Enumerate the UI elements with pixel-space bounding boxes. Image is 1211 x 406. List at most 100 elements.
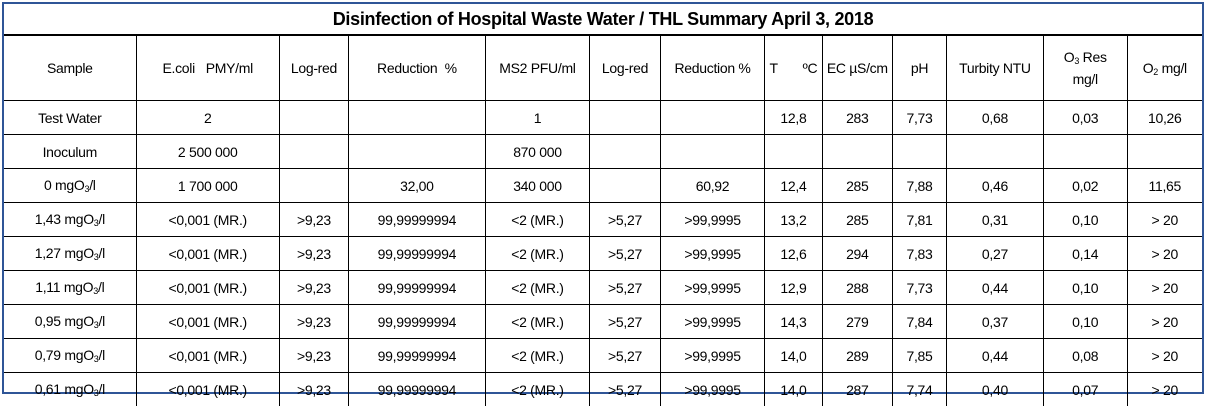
cell-ec: 287 [822, 373, 892, 406]
cell-sample: Inoculum [4, 135, 136, 169]
cell-reduction-ecoli [349, 101, 486, 135]
header-reduction-ms2: Reduction % [660, 36, 765, 101]
cell-ec: 283 [822, 101, 892, 135]
cell-ph: 7,73 [893, 271, 947, 305]
header-ph: pH [893, 36, 947, 101]
cell-o2: > 20 [1127, 305, 1202, 339]
cell-o2: > 20 [1127, 203, 1202, 237]
cell-ec: 285 [822, 203, 892, 237]
cell-reduction-ecoli: 99,99999994 [349, 237, 486, 271]
cell-temperature: 12,8 [765, 101, 822, 135]
cell-log-red-ms2: >5,27 [590, 373, 660, 406]
cell-log-red-ms2 [590, 169, 660, 203]
cell-log-red-ecoli [279, 169, 348, 203]
cell-ms2: <2 (MR.) [485, 339, 590, 373]
header-log-red-ecoli: Log-red [279, 36, 348, 101]
cell-log-red-ecoli [279, 135, 348, 169]
summary-table: Sample E.coli PMY/ml Log-red Reduction %… [4, 36, 1202, 406]
cell-temperature: 14,3 [765, 305, 822, 339]
cell-o3-res [1043, 135, 1127, 169]
cell-ecoli: <0,001 (MR.) [136, 305, 279, 339]
cell-reduction-ms2: >99,9995 [660, 237, 765, 271]
cell-reduction-ms2: >99,9995 [660, 305, 765, 339]
cell-log-red-ms2: >5,27 [590, 237, 660, 271]
cell-turbidity: 0,37 [946, 305, 1043, 339]
cell-reduction-ms2 [660, 135, 765, 169]
cell-ecoli: 2 500 000 [136, 135, 279, 169]
cell-log-red-ecoli [279, 101, 348, 135]
cell-ms2: <2 (MR.) [485, 373, 590, 406]
cell-o3-res: 0,10 [1043, 305, 1127, 339]
cell-reduction-ecoli: 99,99999994 [349, 271, 486, 305]
cell-ec [822, 135, 892, 169]
cell-log-red-ecoli: >9,23 [279, 305, 348, 339]
cell-o3-res: 0,08 [1043, 339, 1127, 373]
cell-o2: > 20 [1127, 271, 1202, 305]
header-reduction-ecoli: Reduction % [349, 36, 486, 101]
cell-ph: 7,88 [893, 169, 947, 203]
cell-turbidity: 0,68 [946, 101, 1043, 135]
cell-o2: 10,26 [1127, 101, 1202, 135]
cell-sample: 1,43 mgO3/l [4, 203, 136, 237]
cell-log-red-ms2 [590, 101, 660, 135]
cell-reduction-ecoli: 99,99999994 [349, 339, 486, 373]
cell-o3-res: 0,10 [1043, 203, 1127, 237]
cell-o2: 11,65 [1127, 169, 1202, 203]
cell-ec: 289 [822, 339, 892, 373]
cell-ms2: 340 000 [485, 169, 590, 203]
cell-temperature: 14,0 [765, 339, 822, 373]
cell-temperature [765, 135, 822, 169]
cell-turbidity: 0,44 [946, 339, 1043, 373]
cell-ms2: <2 (MR.) [485, 271, 590, 305]
cell-log-red-ecoli: >9,23 [279, 203, 348, 237]
cell-temperature: 13,2 [765, 203, 822, 237]
cell-turbidity: 0,31 [946, 203, 1043, 237]
cell-reduction-ecoli: 99,99999994 [349, 203, 486, 237]
cell-o3-res: 0,07 [1043, 373, 1127, 406]
header-ec: EC µS/cm [822, 36, 892, 101]
cell-ec: 294 [822, 237, 892, 271]
header-o3-res: O3 Res mg/l [1043, 36, 1127, 101]
cell-ph: 7,84 [893, 305, 947, 339]
cell-log-red-ecoli: >9,23 [279, 373, 348, 406]
header-o3-res-label: O3 Res [1064, 49, 1107, 65]
cell-ph: 7,74 [893, 373, 947, 406]
header-o2: O2 mg/l [1127, 36, 1202, 101]
cell-log-red-ecoli: >9,23 [279, 237, 348, 271]
cell-ecoli: <0,001 (MR.) [136, 237, 279, 271]
cell-reduction-ms2: 60,92 [660, 169, 765, 203]
cell-turbidity: 0,40 [946, 373, 1043, 406]
cell-ms2: 870 000 [485, 135, 590, 169]
cell-o2 [1127, 135, 1202, 169]
cell-turbidity: 0,46 [946, 169, 1043, 203]
cell-ph: 7,83 [893, 237, 947, 271]
cell-ms2: 1 [485, 101, 590, 135]
cell-ecoli: <0,001 (MR.) [136, 271, 279, 305]
cell-ec: 279 [822, 305, 892, 339]
cell-ph: 7,81 [893, 203, 947, 237]
cell-log-red-ms2: >5,27 [590, 339, 660, 373]
cell-ecoli: 2 [136, 101, 279, 135]
cell-ph: 7,73 [893, 101, 947, 135]
cell-temperature: 12,6 [765, 237, 822, 271]
cell-temperature: 12,4 [765, 169, 822, 203]
summary-sheet: Disinfection of Hospital Waste Water / T… [2, 2, 1204, 394]
cell-turbidity: 0,44 [946, 271, 1043, 305]
cell-temperature: 12,9 [765, 271, 822, 305]
cell-reduction-ms2 [660, 101, 765, 135]
cell-o3-res: 0,02 [1043, 169, 1127, 203]
cell-reduction-ms2: >99,9995 [660, 339, 765, 373]
cell-sample: 0,61 mgO3/l [4, 373, 136, 406]
cell-ms2: <2 (MR.) [485, 305, 590, 339]
cell-sample: 0,95 mgO3/l [4, 305, 136, 339]
cell-turbidity [946, 135, 1043, 169]
cell-log-red-ms2: >5,27 [590, 271, 660, 305]
cell-ms2: <2 (MR.) [485, 203, 590, 237]
cell-ms2: <2 (MR.) [485, 237, 590, 271]
